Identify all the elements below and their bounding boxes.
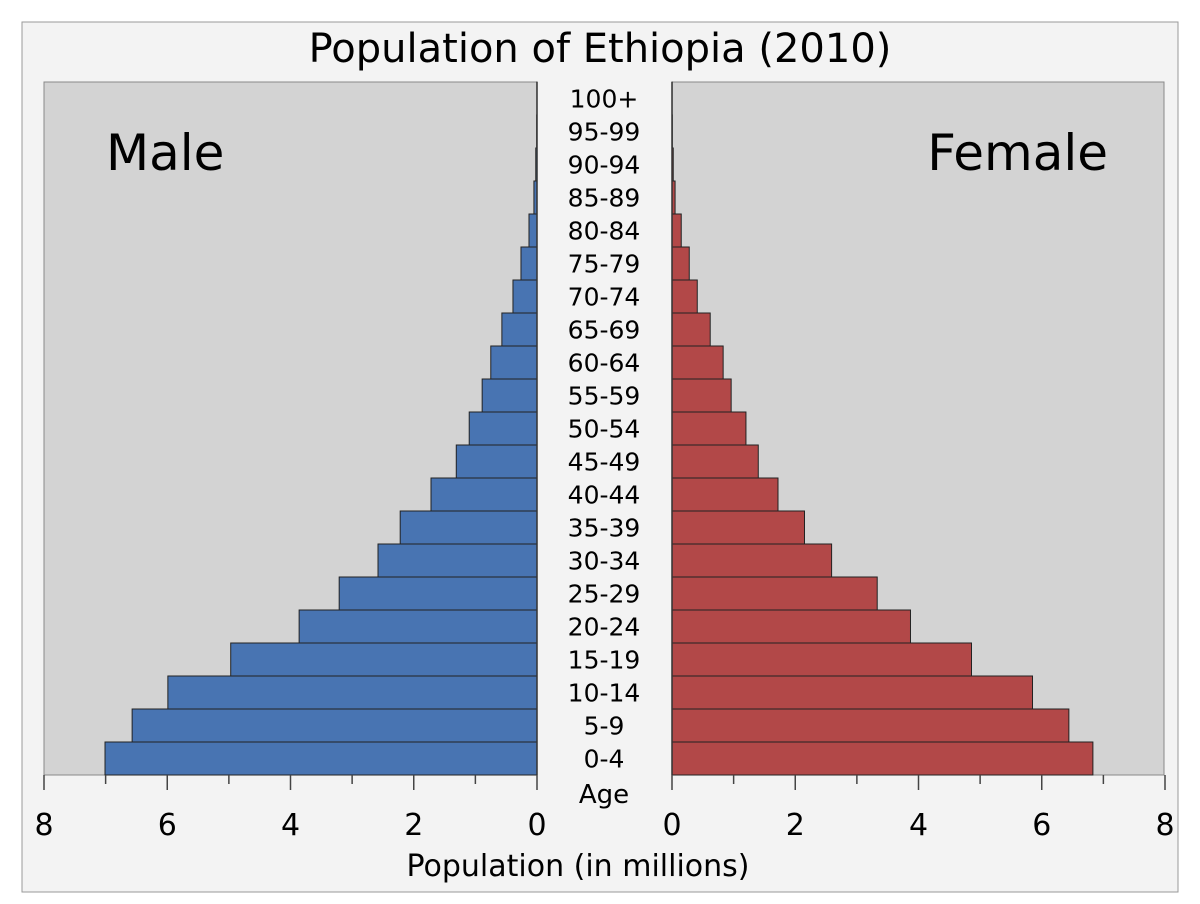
female-bar-20-24 bbox=[672, 610, 910, 643]
chart-title: Population of Ethiopia (2010) bbox=[309, 26, 892, 72]
age-label-10-14: 10-14 bbox=[568, 679, 641, 708]
age-label-55-59: 55-59 bbox=[568, 382, 641, 411]
age-label-30-34: 30-34 bbox=[568, 547, 641, 576]
female-bar-80-84 bbox=[672, 214, 681, 247]
male-bar-20-24 bbox=[299, 610, 537, 643]
legend-female: Female bbox=[927, 124, 1108, 182]
age-label-95-99: 95-99 bbox=[568, 118, 641, 147]
female-bar-65-69 bbox=[672, 313, 710, 346]
female-bar-25-29 bbox=[672, 577, 877, 610]
age-label-80-84: 80-84 bbox=[568, 217, 641, 246]
female-bar-0-4 bbox=[672, 742, 1093, 775]
female-bar-30-34 bbox=[672, 544, 832, 577]
age-label-5-9: 5-9 bbox=[584, 712, 625, 741]
male-bar-80-84 bbox=[529, 214, 537, 247]
age-label-45-49: 45-49 bbox=[568, 448, 641, 477]
male-tick-label-4: 4 bbox=[281, 808, 300, 843]
age-label-20-24: 20-24 bbox=[568, 613, 641, 642]
age-label-65-69: 65-69 bbox=[568, 316, 641, 345]
legend-male: Male bbox=[106, 124, 224, 182]
female-bar-10-14 bbox=[672, 676, 1033, 709]
x-axis-label: Population (in millions) bbox=[406, 849, 749, 884]
female-bar-50-54 bbox=[672, 412, 746, 445]
male-bar-5-9 bbox=[132, 709, 537, 742]
male-bar-65-69 bbox=[502, 313, 537, 346]
male-bar-55-59 bbox=[482, 379, 537, 412]
age-label-60-64: 60-64 bbox=[568, 349, 641, 378]
female-bar-40-44 bbox=[672, 478, 778, 511]
male-bar-10-14 bbox=[168, 676, 537, 709]
male-bar-60-64 bbox=[491, 346, 537, 379]
age-label-35-39: 35-39 bbox=[568, 514, 641, 543]
y-axis-label: Age bbox=[579, 780, 629, 810]
age-label-75-79: 75-79 bbox=[568, 250, 641, 279]
male-bar-0-4 bbox=[105, 742, 537, 775]
female-tick-label-4: 4 bbox=[909, 808, 928, 843]
age-label-40-44: 40-44 bbox=[568, 481, 641, 510]
female-tick-label-2: 2 bbox=[786, 808, 805, 843]
male-tick-label-0: 0 bbox=[527, 808, 546, 843]
female-bar-5-9 bbox=[672, 709, 1069, 742]
female-bar-35-39 bbox=[672, 511, 804, 544]
male-bar-45-49 bbox=[456, 445, 537, 478]
age-label-85-89: 85-89 bbox=[568, 184, 641, 213]
age-label-100+: 100+ bbox=[570, 85, 639, 114]
male-bar-70-74 bbox=[513, 280, 537, 313]
age-label-15-19: 15-19 bbox=[568, 646, 641, 675]
male-bar-30-34 bbox=[378, 544, 537, 577]
male-bar-50-54 bbox=[469, 412, 537, 445]
female-bar-45-49 bbox=[672, 445, 758, 478]
female-tick-label-6: 6 bbox=[1032, 808, 1051, 843]
age-label-90-94: 90-94 bbox=[568, 151, 641, 180]
male-tick-label-8: 8 bbox=[34, 808, 53, 843]
age-label-25-29: 25-29 bbox=[568, 580, 641, 609]
male-tick-label-2: 2 bbox=[404, 808, 423, 843]
age-label-50-54: 50-54 bbox=[568, 415, 641, 444]
female-tick-label-8: 8 bbox=[1155, 808, 1174, 843]
age-label-0-4: 0-4 bbox=[584, 745, 625, 774]
male-bar-40-44 bbox=[431, 478, 537, 511]
female-bar-75-79 bbox=[672, 247, 689, 280]
male-tick-label-6: 6 bbox=[158, 808, 177, 843]
male-bar-25-29 bbox=[339, 577, 537, 610]
male-bar-75-79 bbox=[521, 247, 537, 280]
age-label-70-74: 70-74 bbox=[568, 283, 641, 312]
female-bar-70-74 bbox=[672, 280, 697, 313]
female-bar-55-59 bbox=[672, 379, 731, 412]
male-bar-15-19 bbox=[231, 643, 537, 676]
female-tick-label-0: 0 bbox=[662, 808, 681, 843]
female-bar-15-19 bbox=[672, 643, 971, 676]
male-bar-35-39 bbox=[400, 511, 537, 544]
female-bar-60-64 bbox=[672, 346, 723, 379]
